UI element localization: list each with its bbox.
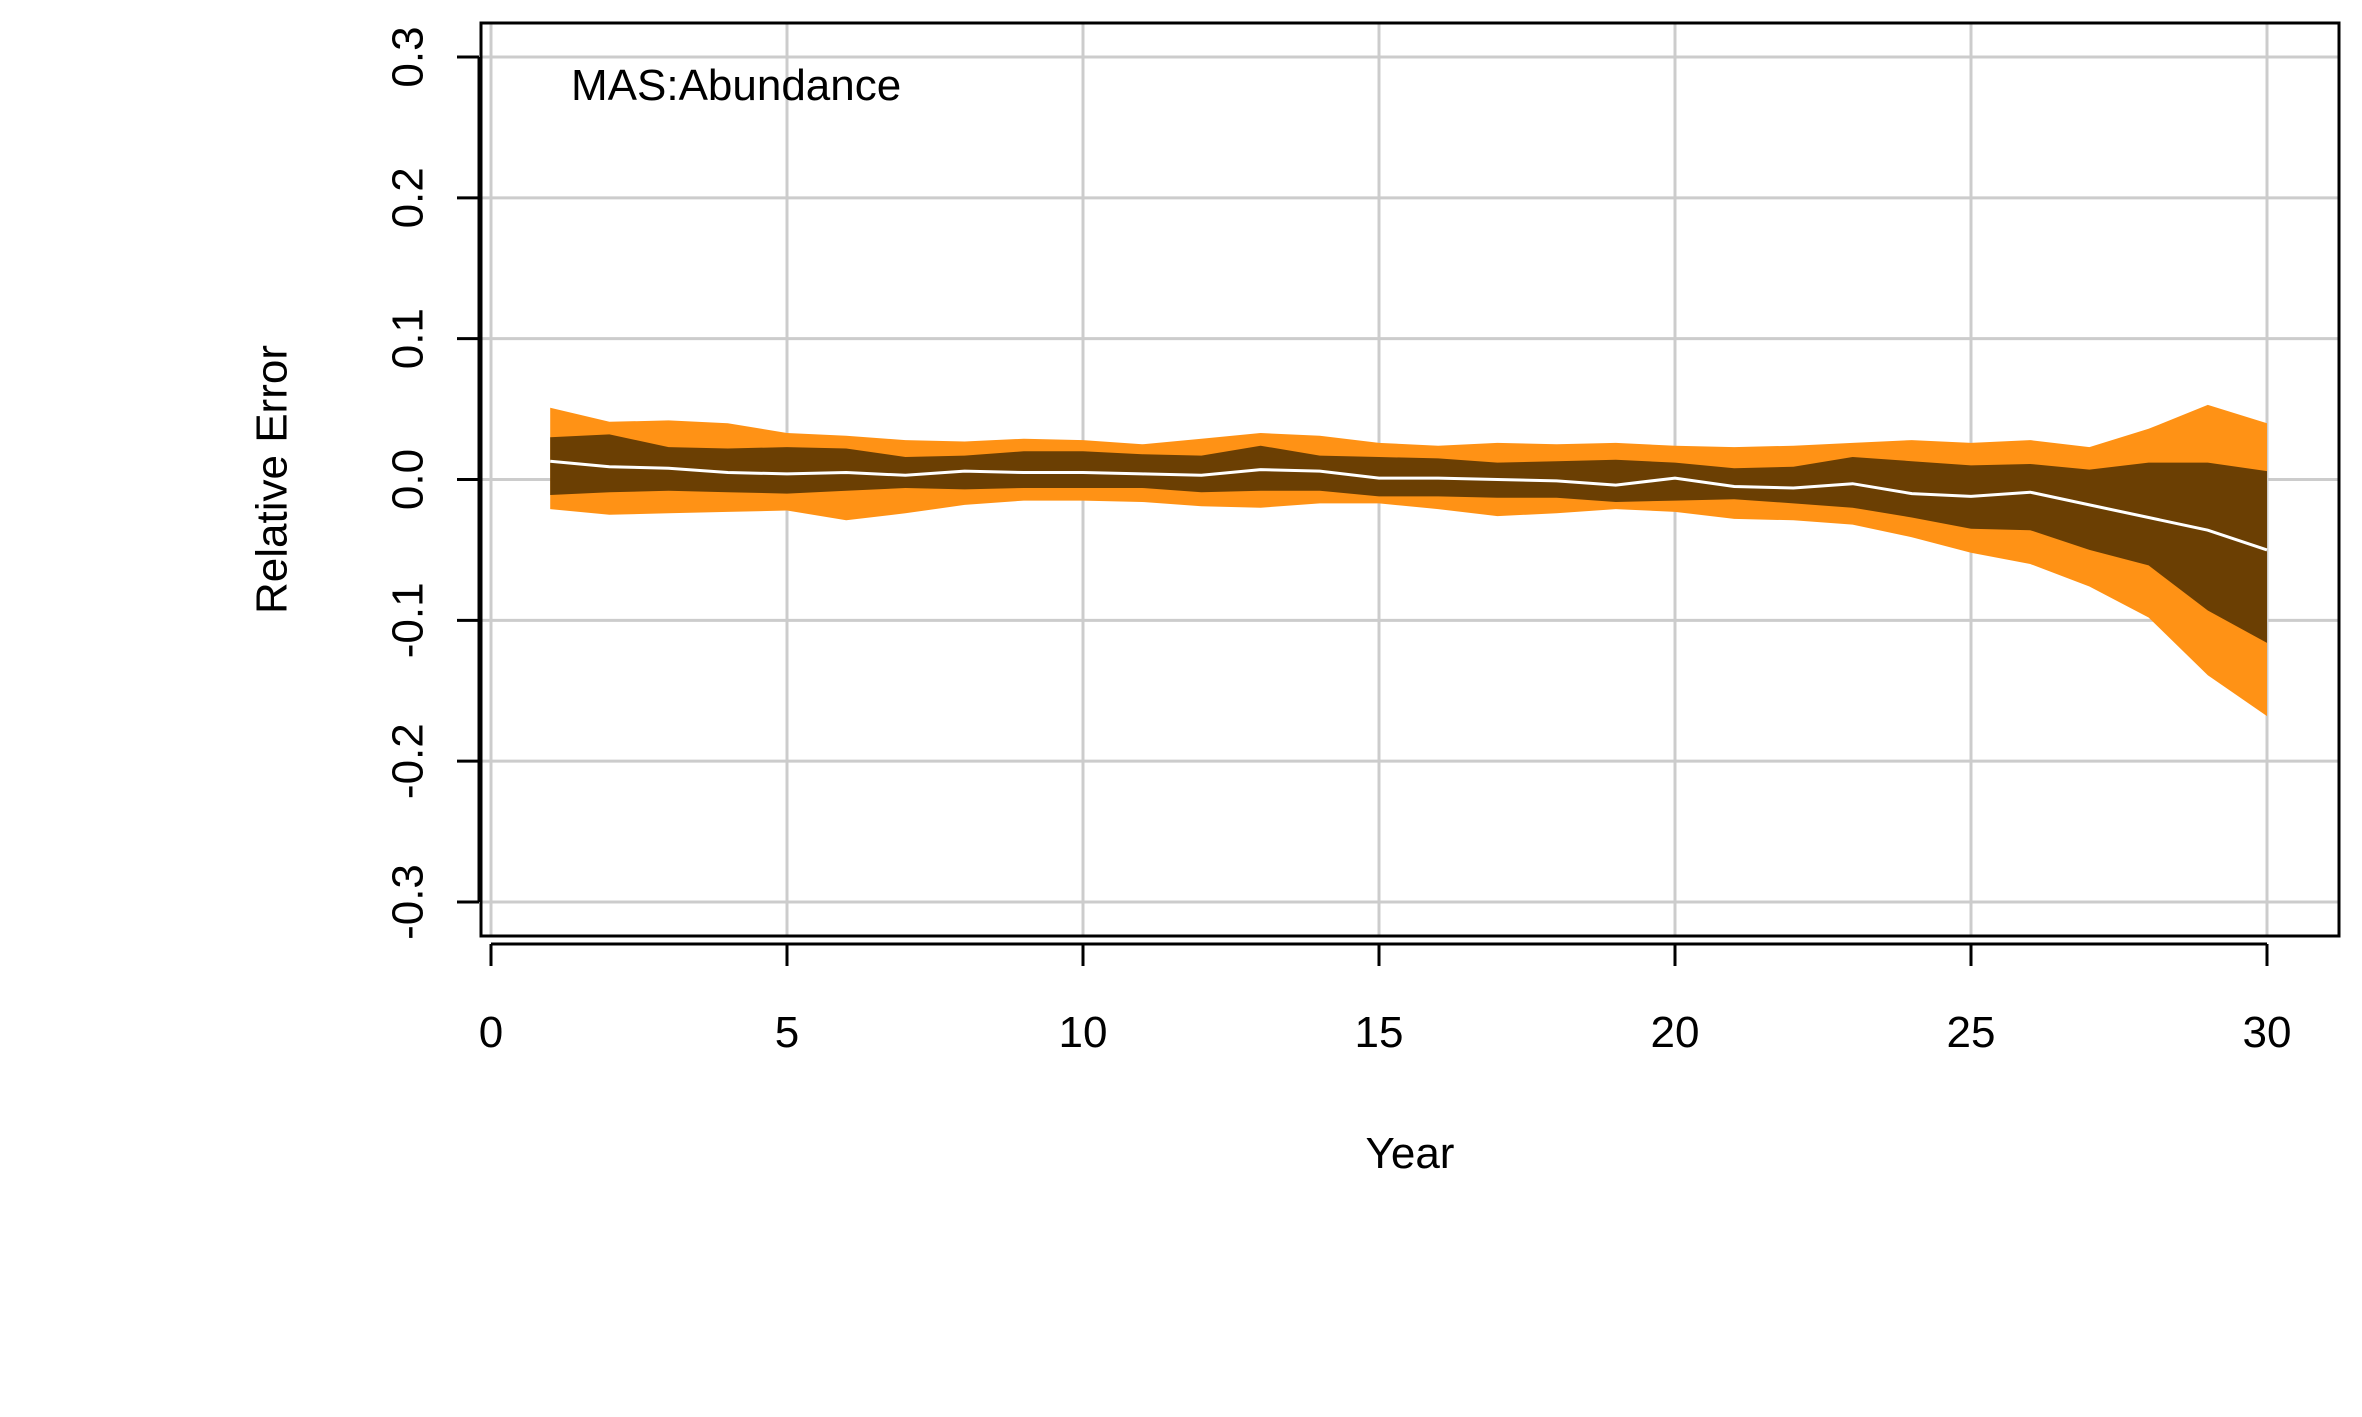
x-tick-label-10: 10 bbox=[1059, 1008, 1108, 1057]
y-axis-title: Relative Error bbox=[248, 345, 297, 614]
x-axis-title: Year bbox=[1366, 1129, 1455, 1178]
inner-band bbox=[550, 434, 2268, 643]
x-tick-label-15: 15 bbox=[1355, 1008, 1404, 1057]
y-tick-label-0.1: 0.1 bbox=[384, 308, 433, 369]
y-tick-label-0.3: 0.3 bbox=[384, 26, 433, 87]
y-tick-label--0.3: -0.3 bbox=[384, 864, 433, 940]
x-tick-label-5: 5 bbox=[775, 1008, 799, 1057]
x-axis: 0 5 10 15 20 25 30 bbox=[479, 942, 2292, 1057]
y-tick-label--0.1: -0.1 bbox=[384, 582, 433, 658]
median-line bbox=[550, 459, 2268, 552]
median-layer bbox=[550, 459, 2268, 552]
y-tick-label-0.0: 0.0 bbox=[384, 449, 433, 510]
x-tick-label-30: 30 bbox=[2243, 1008, 2292, 1057]
bands bbox=[550, 404, 2268, 717]
y-axis: -0.3 -0.2 -0.1 0.0 0.1 0.2 0.3 bbox=[384, 26, 481, 940]
y-tick-label-0.2: 0.2 bbox=[384, 167, 433, 228]
plot-frame bbox=[479, 21, 2341, 938]
y-tick-label--0.2: -0.2 bbox=[384, 723, 433, 799]
x-tick-label-20: 20 bbox=[1651, 1008, 1700, 1057]
x-tick-label-0: 0 bbox=[479, 1008, 503, 1057]
panel-label: MAS:Abundance bbox=[571, 61, 901, 110]
x-tick-label-25: 25 bbox=[1947, 1008, 1996, 1057]
